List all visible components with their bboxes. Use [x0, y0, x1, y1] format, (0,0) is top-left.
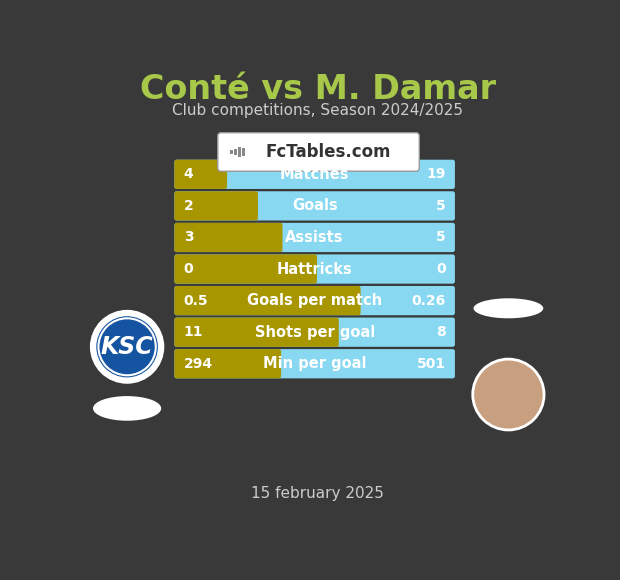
Text: Club competitions, Season 2024/2025: Club competitions, Season 2024/2025	[172, 103, 463, 118]
Text: Min per goal: Min per goal	[263, 356, 366, 371]
Text: Conté vs M. Damar: Conté vs M. Damar	[140, 73, 496, 106]
FancyBboxPatch shape	[174, 255, 455, 284]
Text: 8: 8	[436, 325, 446, 339]
FancyBboxPatch shape	[174, 286, 455, 316]
Text: 2: 2	[184, 199, 193, 213]
FancyBboxPatch shape	[174, 160, 227, 189]
FancyBboxPatch shape	[234, 148, 237, 155]
Text: 5: 5	[436, 230, 446, 244]
Text: 19: 19	[427, 167, 446, 182]
FancyBboxPatch shape	[230, 150, 233, 154]
FancyBboxPatch shape	[174, 160, 455, 189]
Text: FcTables.com: FcTables.com	[265, 143, 391, 161]
FancyBboxPatch shape	[174, 317, 339, 347]
FancyBboxPatch shape	[174, 223, 455, 252]
Text: 501: 501	[417, 357, 446, 371]
FancyBboxPatch shape	[174, 286, 361, 316]
Text: Shots per goal: Shots per goal	[255, 325, 374, 340]
FancyBboxPatch shape	[174, 191, 258, 220]
Circle shape	[94, 314, 160, 379]
Text: 0.26: 0.26	[412, 293, 446, 307]
Text: 0.5: 0.5	[184, 293, 208, 307]
Text: 3: 3	[184, 230, 193, 244]
Text: 294: 294	[184, 357, 213, 371]
FancyBboxPatch shape	[242, 148, 245, 156]
Text: 0: 0	[184, 262, 193, 276]
FancyBboxPatch shape	[174, 317, 455, 347]
FancyBboxPatch shape	[174, 255, 317, 284]
Text: Hattricks: Hattricks	[277, 262, 353, 277]
FancyBboxPatch shape	[174, 223, 283, 252]
Text: 5: 5	[436, 199, 446, 213]
Text: 0: 0	[436, 262, 446, 276]
Text: Assists: Assists	[285, 230, 344, 245]
Text: Goals: Goals	[292, 198, 337, 213]
Circle shape	[472, 359, 544, 430]
Text: KSC: KSC	[101, 335, 153, 359]
FancyBboxPatch shape	[238, 147, 241, 157]
Text: 11: 11	[184, 325, 203, 339]
Ellipse shape	[93, 396, 161, 420]
FancyBboxPatch shape	[218, 133, 419, 171]
Circle shape	[90, 310, 164, 384]
FancyBboxPatch shape	[174, 191, 455, 220]
Ellipse shape	[474, 298, 543, 318]
Text: Matches: Matches	[280, 167, 350, 182]
Text: 15 february 2025: 15 february 2025	[251, 485, 384, 501]
Text: Goals per match: Goals per match	[247, 293, 382, 308]
FancyBboxPatch shape	[174, 349, 281, 378]
Text: 4: 4	[184, 167, 193, 182]
FancyBboxPatch shape	[174, 349, 455, 378]
